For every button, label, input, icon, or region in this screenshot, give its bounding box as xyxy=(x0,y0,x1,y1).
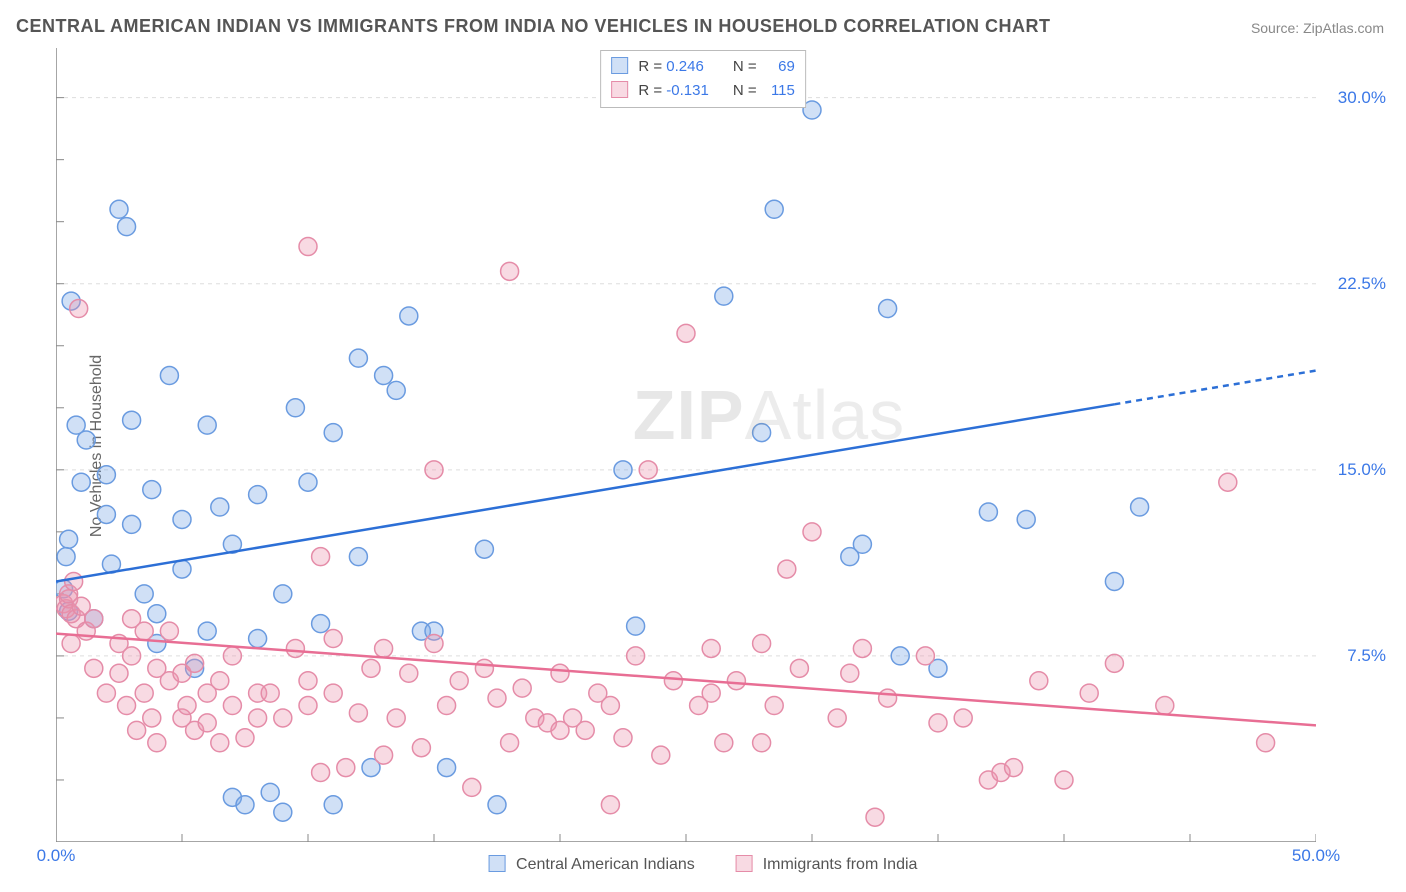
bottom-legend-item-1: Immigrants from India xyxy=(735,856,917,873)
bottom-legend-item-0: Central American Indians xyxy=(489,856,700,873)
stats-legend-row-1: R = -0.131 N = 115 xyxy=(611,79,795,103)
legend-swatch-1b xyxy=(735,855,752,872)
stats-legend: R = 0.246 N = 69 R = -0.131 N = 115 xyxy=(600,50,806,108)
legend-swatch-0 xyxy=(611,57,628,74)
chart-container: CENTRAL AMERICAN INDIAN VS IMMIGRANTS FR… xyxy=(0,0,1406,892)
legend-swatch-0b xyxy=(489,855,506,872)
bottom-legend-label-1: Immigrants from India xyxy=(763,856,918,873)
legend-swatch-1 xyxy=(611,81,628,98)
y-tick-label: 15.0% xyxy=(1338,460,1386,480)
y-tick-label: 22.5% xyxy=(1338,274,1386,294)
x-tick-label: 0.0% xyxy=(37,846,76,866)
bottom-legend-label-0: Central American Indians xyxy=(516,856,695,873)
legend-n-label: N = xyxy=(733,58,757,75)
legend-r-label: R = xyxy=(638,82,662,99)
bottom-legend: Central American Indians Immigrants from… xyxy=(471,855,936,874)
x-tick-label: 50.0% xyxy=(1292,846,1340,866)
legend-n-value-0: 69 xyxy=(761,55,795,79)
y-tick-label: 7.5% xyxy=(1347,646,1386,666)
legend-r-label: R = xyxy=(638,58,662,75)
legend-r-value-1: -0.131 xyxy=(666,79,716,103)
chart-title: CENTRAL AMERICAN INDIAN VS IMMIGRANTS FR… xyxy=(16,16,1051,37)
plot-area xyxy=(56,48,1316,842)
legend-r-value-0: 0.246 xyxy=(666,55,716,79)
stats-legend-row-0: R = 0.246 N = 69 xyxy=(611,55,795,79)
y-tick-label: 30.0% xyxy=(1338,88,1386,108)
legend-n-label: N = xyxy=(733,82,757,99)
scatter-plot-svg xyxy=(56,48,1316,842)
source-label: Source: ZipAtlas.com xyxy=(1251,20,1384,36)
legend-n-value-1: 115 xyxy=(761,79,795,103)
